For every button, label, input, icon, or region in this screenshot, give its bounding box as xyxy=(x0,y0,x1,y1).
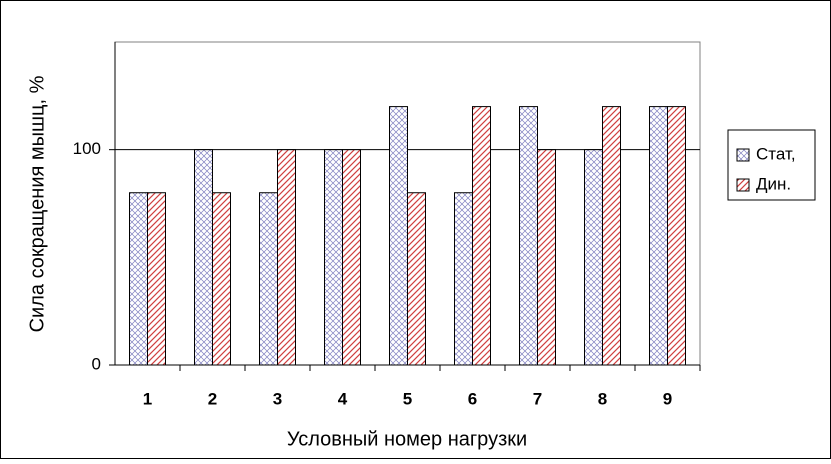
bar xyxy=(147,192,166,366)
y-tick-label: 0 xyxy=(92,354,101,373)
x-tick-label: 5 xyxy=(403,389,412,408)
bar xyxy=(129,192,148,366)
x-tick-label: 8 xyxy=(598,389,607,408)
bar xyxy=(324,149,343,366)
x-tick-label: 9 xyxy=(663,389,672,408)
bar xyxy=(649,106,668,366)
x-tick-label: 4 xyxy=(338,389,348,408)
x-tick-label: 1 xyxy=(143,389,152,408)
bar xyxy=(602,106,621,366)
x-tick-label: 6 xyxy=(468,389,477,408)
legend-swatch xyxy=(736,178,750,192)
bar xyxy=(389,106,408,366)
bar xyxy=(584,149,603,366)
bar xyxy=(194,149,213,366)
bar xyxy=(667,106,686,366)
bar xyxy=(342,149,361,366)
x-tick-label: 3 xyxy=(273,389,282,408)
y-tick-label: 100 xyxy=(73,139,101,158)
bar xyxy=(454,192,473,366)
legend-label: Стат, xyxy=(756,144,796,163)
bar xyxy=(519,106,538,366)
x-axis-label: Условный номер нагрузки xyxy=(287,428,527,450)
bar xyxy=(212,192,231,366)
bar xyxy=(407,192,426,366)
legend-swatch xyxy=(736,148,750,162)
x-tick-label: 2 xyxy=(208,389,217,408)
bar xyxy=(259,192,278,366)
bar xyxy=(472,106,491,366)
x-tick-label: 7 xyxy=(533,389,542,408)
bar xyxy=(537,149,556,366)
bar xyxy=(277,149,296,366)
legend-label: Дин. xyxy=(756,174,791,193)
y-axis-label: Сила сокращения мышц, % xyxy=(26,75,48,332)
